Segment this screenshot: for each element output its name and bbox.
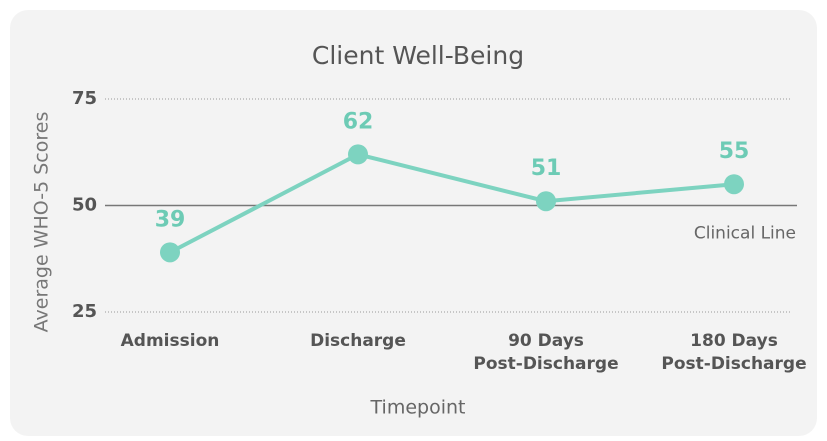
x-tick-label: Admission — [120, 331, 220, 351]
data-label: 39 — [155, 207, 186, 232]
data-point — [536, 191, 556, 212]
data-label: 55 — [719, 139, 750, 164]
x-axis-label: Timepoint — [370, 397, 466, 419]
y-tick-label: 50 — [72, 195, 97, 216]
data-point — [348, 144, 368, 165]
y-tick-label: 75 — [72, 88, 97, 109]
y-axis-label: Average WHO-5 Scores — [31, 112, 53, 333]
x-tick-label: 90 Days Post-Discharge — [473, 331, 619, 374]
card — [10, 10, 817, 436]
data-label: 62 — [343, 109, 374, 134]
data-label: 51 — [531, 156, 562, 181]
chart-title: Client Well-Being — [312, 41, 524, 70]
reference-label: Clinical Line — [694, 224, 796, 244]
x-tick-label: 180 Days Post-Discharge — [661, 331, 807, 374]
y-tick-label: 25 — [72, 301, 97, 322]
data-point — [160, 242, 180, 263]
series-line — [169, 152, 735, 255]
x-tick-label: Discharge — [310, 331, 406, 351]
data-point — [724, 174, 744, 195]
